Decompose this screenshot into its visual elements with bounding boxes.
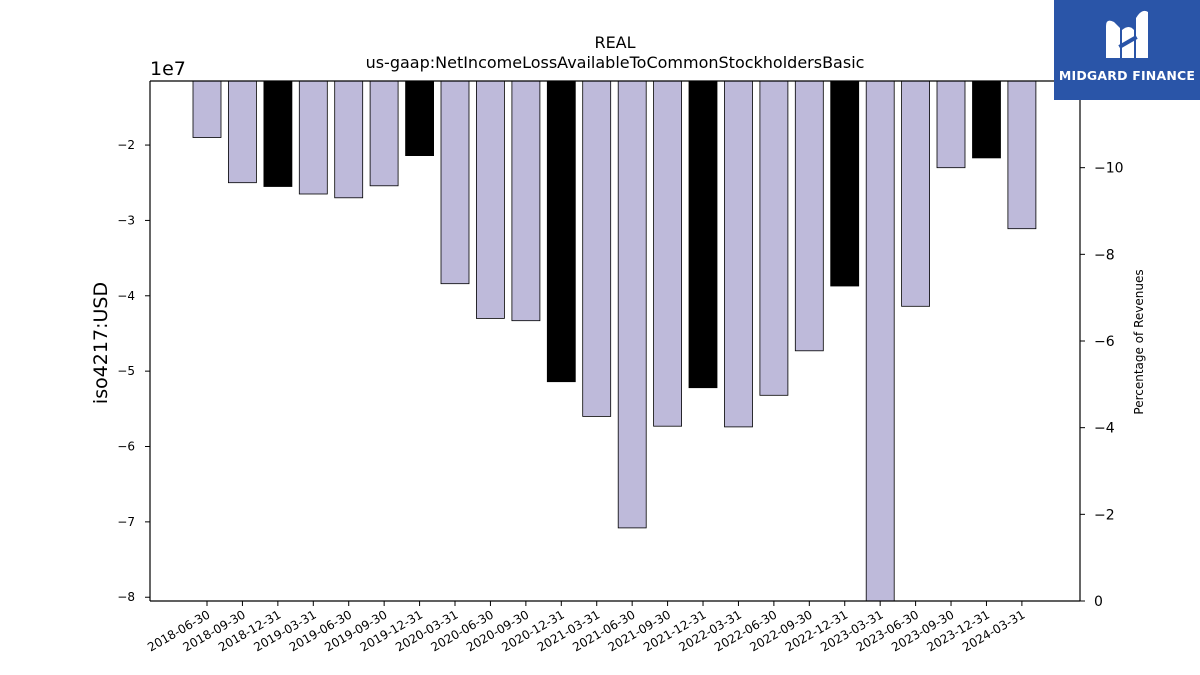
bar-2023-09-30 bbox=[936, 80, 966, 169]
y2-axis-label: Percentage of Revenues bbox=[1132, 269, 1146, 414]
bar-2021-06-30 bbox=[617, 80, 647, 529]
bar-2024-03-31 bbox=[1007, 80, 1037, 230]
midgard-m-icon bbox=[1106, 10, 1148, 59]
y2-tick-label: 0 bbox=[1094, 594, 1103, 610]
y-tick-label: −7 bbox=[117, 515, 135, 529]
y-tick-label: −4 bbox=[117, 289, 135, 303]
y-tick-label: −8 bbox=[117, 590, 135, 604]
y-offset-label: 1e7 bbox=[150, 58, 186, 80]
bar-2020-09-30 bbox=[511, 80, 541, 322]
bar-2019-06-30 bbox=[334, 80, 364, 199]
y2-tick-label: −10 bbox=[1094, 161, 1124, 177]
y2-tick-label: −6 bbox=[1094, 334, 1115, 350]
y-tick-label: −2 bbox=[117, 138, 135, 152]
bar-2020-06-30 bbox=[475, 80, 505, 319]
bar-2023-06-30 bbox=[901, 80, 930, 307]
chart-subtitle: us-gaap:NetIncomeLossAvailableToCommonSt… bbox=[366, 53, 865, 72]
bar-2023-12-31 bbox=[972, 80, 1001, 159]
y-axis-label: iso4217:USD bbox=[90, 282, 112, 404]
brand-name: MIDGARD FINANCE bbox=[1058, 68, 1196, 83]
y-tick-label: −3 bbox=[117, 213, 135, 227]
bar-2020-12-31 bbox=[546, 80, 576, 383]
bar-2019-12-31 bbox=[405, 80, 435, 156]
bar-2021-09-30 bbox=[653, 80, 682, 427]
y2-tick-label: −8 bbox=[1094, 247, 1115, 263]
bar-2019-03-31 bbox=[298, 80, 328, 195]
bar-2023-03-31 bbox=[865, 80, 895, 602]
bar-2021-03-31 bbox=[582, 80, 612, 417]
bar-2019-09-30 bbox=[369, 80, 399, 187]
brand-logo: MIDGARD FINANCE bbox=[1054, 0, 1200, 100]
bar-2018-12-31 bbox=[263, 80, 293, 187]
bar-2018-09-30 bbox=[227, 80, 257, 184]
bar-2022-06-30 bbox=[759, 80, 789, 396]
chart-title: REAL bbox=[594, 33, 635, 52]
y2-tick-label: −2 bbox=[1094, 507, 1115, 523]
y-tick-label: −6 bbox=[117, 440, 135, 454]
bar-2021-12-31 bbox=[688, 80, 718, 389]
bars-group bbox=[192, 80, 1037, 602]
bar-2022-03-31 bbox=[724, 80, 753, 428]
bar-2022-09-30 bbox=[794, 80, 824, 352]
bar-2022-12-31 bbox=[830, 80, 860, 287]
y2-tick-label: −4 bbox=[1094, 421, 1115, 437]
bar-2020-03-31 bbox=[440, 80, 470, 285]
y-tick-label: −5 bbox=[117, 364, 135, 378]
bar-2018-06-30 bbox=[192, 80, 222, 138]
